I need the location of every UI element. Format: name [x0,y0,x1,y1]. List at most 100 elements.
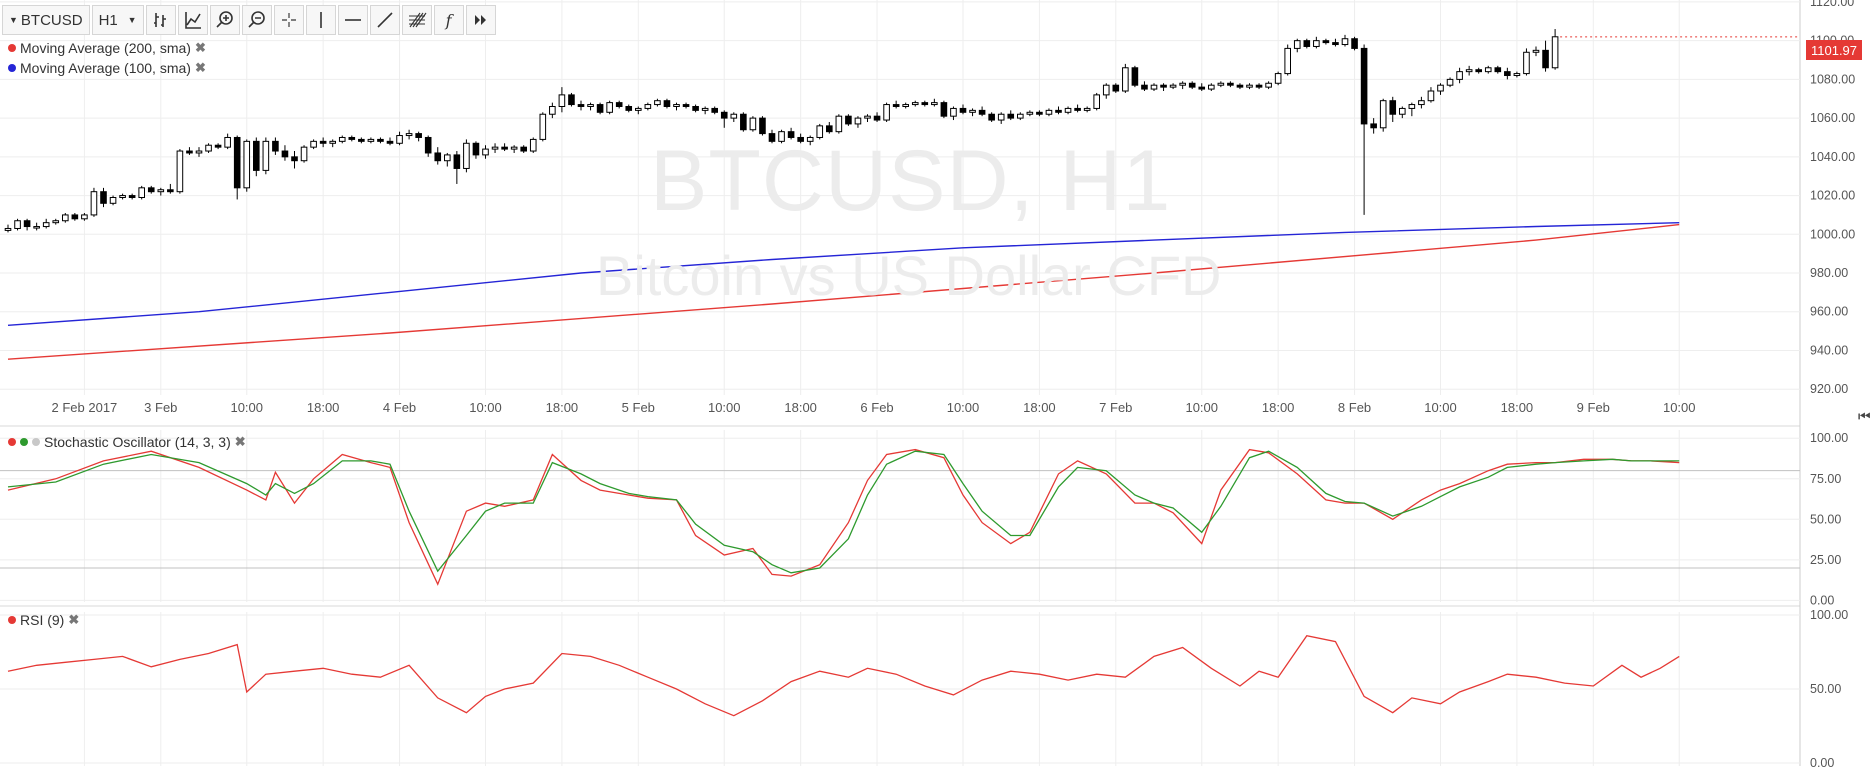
candle-up [329,140,336,144]
candle-up [1064,107,1072,113]
zoom-in-icon[interactable] [209,5,240,35]
candle-down [663,100,671,107]
ma100-line [7,222,1680,326]
candle-down [128,195,136,198]
candle-up [730,113,738,119]
chart-style-icon[interactable] [145,5,176,35]
candle-up [14,220,21,229]
x-tick-label: 9 Feb [1577,400,1610,415]
candle-down [1303,40,1311,47]
symbol-selector[interactable]: ▼ BTCUSD [2,5,90,35]
ma100-label: Moving Average (100, sma) [20,60,191,76]
rsi-line [7,634,1680,717]
candle-down [1542,49,1549,69]
candle-down [787,131,795,138]
candle-down [291,156,298,162]
watermark-subtitle: Bitcoin vs US Dollar CFD [596,244,1222,307]
candle-down [892,104,900,107]
interval-label: H1 [98,11,118,29]
candle-down [740,113,747,131]
remove-ma200-icon[interactable]: ✖ [194,40,206,55]
candle-down [1475,69,1483,73]
candle-down [348,136,356,140]
horizontal-line-icon[interactable] [337,5,368,35]
more-tools-icon[interactable] [465,5,496,35]
x-tick-label: 6 Feb [860,400,893,415]
candle-up [883,104,890,121]
zoom-out-icon[interactable] [241,5,272,35]
y-tick-label: 1040.00 [1810,150,1855,164]
ma200-line [7,223,1680,360]
candle-up [405,133,413,137]
candle-down [253,140,260,171]
legend-rsi: RSI (9) ✖ [8,612,79,628]
y-tick-label: 980.00 [1810,266,1848,280]
candle-down [415,133,422,138]
candle-down [71,214,79,220]
candle-down [959,107,967,113]
x-tick-label: 18:00 [1501,400,1534,415]
candle-up [62,214,69,222]
y-tick-label: 1120.00 [1810,0,1854,9]
candle-up [778,131,785,142]
remove-rsi-icon[interactable]: ✖ [68,612,80,627]
x-tick-label: 2 Feb 2017 [52,400,118,415]
crosshair-icon[interactable] [273,5,304,35]
candle-up [1246,84,1253,88]
last-price-tag: 1101.97 [1806,40,1862,60]
remove-stoch-icon[interactable]: ✖ [234,434,246,449]
caret-down-icon: ▼ [9,15,18,25]
candle-up [816,125,824,138]
candle-up [1408,104,1416,109]
candle-down [797,136,804,142]
candle-up [835,115,843,133]
candle-up [1437,84,1444,92]
y-tick-label: 0.00 [1810,593,1834,607]
candle-up [1179,82,1186,86]
candle-down [978,109,986,115]
candle-up [1026,111,1034,115]
candle-down [272,140,279,152]
candle-up [1102,84,1110,96]
candle-up [1551,36,1559,69]
candle-up [1274,73,1282,84]
candle-down [921,102,929,106]
candle-up [1379,100,1387,129]
function-icon[interactable]: f [433,5,464,35]
candle-up [950,107,957,117]
y-tick-label: 1000.00 [1810,227,1855,241]
candle-up [1484,67,1492,73]
candle-up [1265,82,1272,88]
candle-down [186,150,193,154]
y-tick-label: 1020.00 [1810,189,1855,203]
x-tick-label: 18:00 [546,400,579,415]
candle-down [1351,38,1358,49]
candle-down [358,138,365,142]
candle-up [902,104,910,107]
y-tick-label: 0.00 [1810,756,1834,770]
vertical-line-icon[interactable] [305,5,336,35]
indicators-icon[interactable] [177,5,208,35]
candle-up [749,117,757,131]
candle-up [205,144,212,152]
remove-ma100-icon[interactable]: ✖ [194,60,206,75]
candle-up [1217,82,1225,86]
candle-up [654,100,661,106]
candle-up [1456,71,1463,80]
candle-down [424,136,432,154]
fib-tool-icon[interactable] [401,5,432,35]
candle-down [23,220,31,228]
y-tick-label: 100.00 [1810,608,1848,622]
candle-down [1074,107,1081,111]
candle-down [501,146,508,150]
candle-up [33,226,40,229]
candle-up [243,140,251,189]
trend-line-icon[interactable] [369,5,400,35]
candle-down [692,105,699,111]
y-tick-label: 75.00 [1810,472,1841,486]
scroll-to-end-icon[interactable]: ⏮ [1858,408,1871,424]
candle-down [1227,82,1234,86]
candle-down [377,138,384,142]
interval-selector[interactable]: H1 ▼ [91,5,144,35]
